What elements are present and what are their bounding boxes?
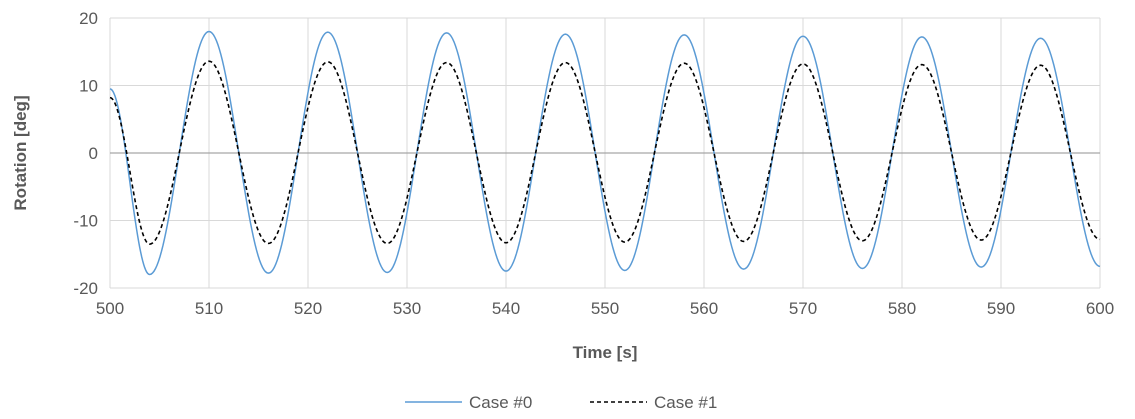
y-tick-label-3: 10 <box>79 77 98 96</box>
x-tick-label-7: 570 <box>789 299 817 318</box>
x-tick-label-3: 530 <box>393 299 421 318</box>
y-tick-label-0: -20 <box>73 279 98 298</box>
y-axis-title: Rotation [deg] <box>11 95 30 210</box>
x-tick-label-0: 500 <box>96 299 124 318</box>
y-tick-label-1: -10 <box>73 212 98 231</box>
x-tick-label-5: 550 <box>591 299 619 318</box>
x-tick-label-1: 510 <box>195 299 223 318</box>
tick-labels: 500 510 520 530 540 550 560 570 580 590 600 -20 -10 0… <box>73 9 1114 318</box>
x-tick-label-2: 520 <box>294 299 322 318</box>
x-tick-label-6: 560 <box>690 299 718 318</box>
legend-label-1: Case #1 <box>654 393 717 412</box>
y-tick-label-2: 0 <box>89 144 98 163</box>
x-tick-label-4: 540 <box>492 299 520 318</box>
series-layer <box>109 30 1101 276</box>
series-line-case-0 <box>109 30 1101 276</box>
y-tick-label-4: 20 <box>79 9 98 28</box>
x-tick-label-8: 580 <box>888 299 916 318</box>
series-line-case-1 <box>109 60 1101 245</box>
x-tick-label-10: 600 <box>1086 299 1114 318</box>
legend-label-0: Case #0 <box>469 393 532 412</box>
x-axis-title: Time [s] <box>573 343 638 362</box>
legend: Case #0 Case #1 <box>405 393 717 412</box>
grid <box>109 17 1101 289</box>
x-tick-label-9: 590 <box>987 299 1015 318</box>
